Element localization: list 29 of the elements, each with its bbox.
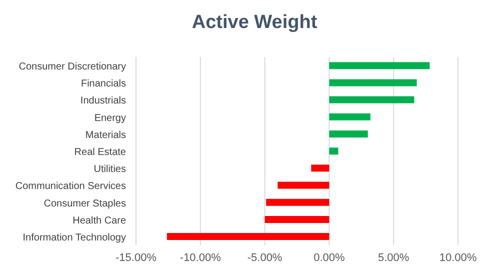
y-tick-label: Health Care <box>72 215 126 226</box>
y-tick-label: Utilities <box>94 164 126 176</box>
x-tick-label: -15.00% <box>116 252 157 264</box>
y-tick-label: Materials <box>85 130 126 141</box>
x-tick-label: 10.00% <box>439 252 477 264</box>
x-tick-label: 0.00% <box>314 252 346 264</box>
y-tick-label: Real Estate <box>74 147 126 158</box>
y-tick-label: Energy <box>94 112 126 124</box>
y-tick-label: Industrials <box>80 96 126 107</box>
y-tick-label: Consumer Staples <box>44 198 126 210</box>
bar <box>311 164 330 172</box>
bar <box>166 233 330 240</box>
x-tick-label: -5.00% <box>247 252 282 264</box>
bar <box>329 79 417 86</box>
y-tick-label: Information Technology <box>22 232 126 244</box>
bar <box>264 216 330 223</box>
x-tick-label: -10.00% <box>180 252 222 264</box>
bar <box>329 96 414 104</box>
bar <box>266 198 330 206</box>
bar <box>329 148 338 155</box>
y-tick-label: Financials <box>80 78 126 90</box>
bar <box>329 130 368 138</box>
y-tick-label: Communication Services <box>15 181 126 192</box>
chart-title: Active Weight <box>192 12 318 34</box>
y-tick-label: Consumer Discretionary <box>18 62 126 73</box>
bar <box>278 182 330 189</box>
bar <box>329 113 370 120</box>
x-tick-label: 5.00% <box>378 252 410 264</box>
bar <box>329 62 430 70</box>
